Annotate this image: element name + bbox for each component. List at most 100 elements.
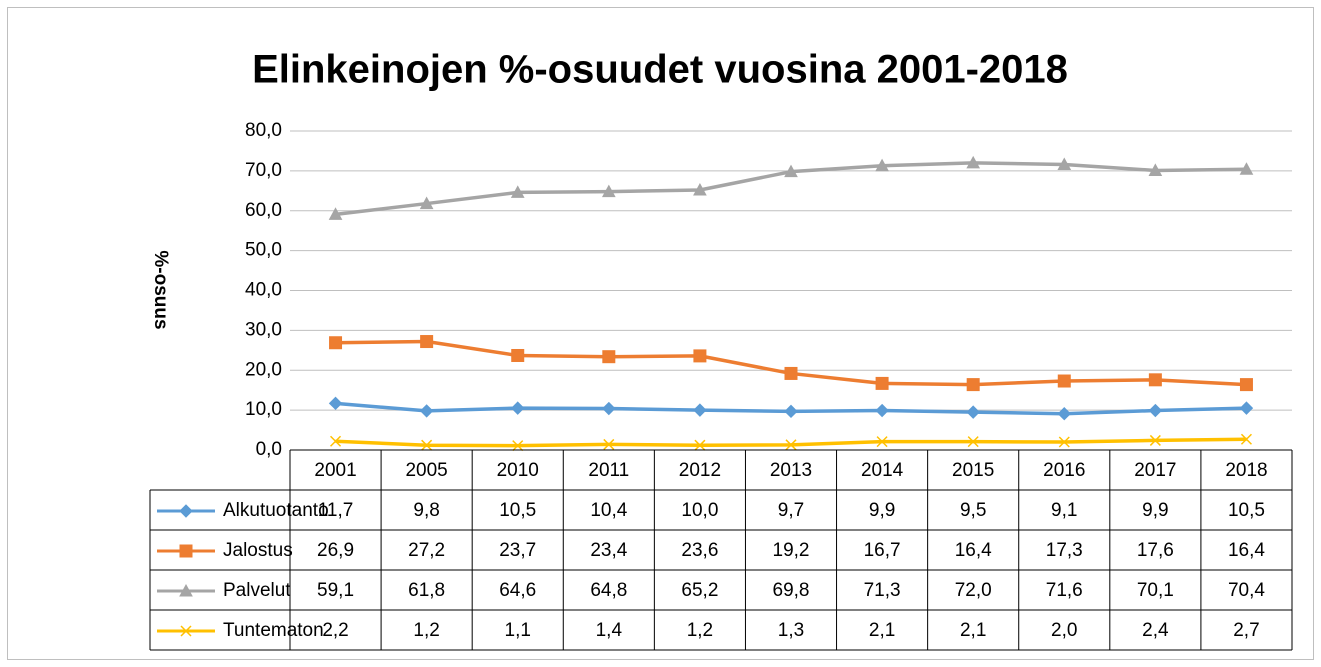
legend-marker bbox=[180, 625, 192, 637]
data-point bbox=[1058, 436, 1070, 448]
table-value: 9,7 bbox=[778, 500, 804, 521]
table-value: 10,0 bbox=[681, 500, 718, 521]
data-point bbox=[966, 405, 980, 419]
table-value: 72,0 bbox=[955, 580, 992, 601]
table-value: 16,4 bbox=[1228, 540, 1265, 561]
data-point bbox=[1148, 163, 1163, 176]
data-point bbox=[329, 336, 343, 350]
x-tick-label: 2014 bbox=[861, 460, 904, 481]
table-value: 27,2 bbox=[408, 540, 445, 561]
data-point bbox=[1148, 403, 1163, 418]
table-value: 1,2 bbox=[413, 620, 439, 641]
y-tick-label: 40,0 bbox=[245, 280, 282, 301]
data-point bbox=[1057, 157, 1072, 170]
table-value: 2,1 bbox=[869, 620, 895, 641]
x-tick-label: 2017 bbox=[1134, 460, 1176, 481]
data-point bbox=[1240, 433, 1252, 445]
data-point bbox=[693, 403, 707, 417]
data-point bbox=[784, 404, 798, 419]
table-value: 16,4 bbox=[955, 540, 992, 561]
table-value: 23,4 bbox=[590, 540, 627, 561]
data-point bbox=[875, 376, 889, 390]
table-value: 70,4 bbox=[1228, 580, 1265, 601]
table-value: 69,8 bbox=[773, 580, 810, 601]
table-value: 10,5 bbox=[1228, 500, 1265, 521]
table-value: 59,1 bbox=[317, 580, 354, 601]
data-point bbox=[421, 439, 433, 451]
table-value: 9,9 bbox=[1142, 500, 1168, 521]
data-point bbox=[602, 401, 616, 416]
legend-label: Jalostus bbox=[223, 540, 293, 561]
chart-border bbox=[7, 7, 1314, 660]
x-tick-label: 2015 bbox=[952, 460, 994, 481]
chart-title: Elinkeinojen %-osuudet vuosina 2001-2018 bbox=[252, 48, 1068, 92]
table-value: 2,2 bbox=[322, 620, 348, 641]
data-point bbox=[875, 403, 889, 418]
y-tick-label: 30,0 bbox=[245, 319, 282, 340]
table-value: 1,3 bbox=[778, 620, 804, 641]
x-tick-label: 2013 bbox=[770, 460, 812, 481]
data-point bbox=[419, 196, 434, 210]
data-point bbox=[875, 158, 889, 172]
legend-marker bbox=[179, 504, 193, 518]
x-tick-label: 2012 bbox=[679, 460, 721, 481]
data-point bbox=[693, 349, 707, 363]
data-point bbox=[966, 155, 981, 169]
y-tick-label: 0,0 bbox=[256, 439, 282, 460]
x-tick-label: 2018 bbox=[1225, 460, 1267, 481]
table-value: 9,5 bbox=[960, 500, 986, 521]
data-point bbox=[1239, 378, 1253, 392]
x-tick-label: 2016 bbox=[1043, 460, 1085, 481]
legend-label: Tuntematon bbox=[223, 620, 324, 641]
table-value: 1,4 bbox=[596, 620, 623, 641]
x-tick-label: 2001 bbox=[314, 460, 356, 481]
data-point bbox=[1239, 401, 1254, 415]
table-value: 2,1 bbox=[960, 620, 986, 641]
table-value: 10,4 bbox=[590, 500, 627, 521]
table-value: 10,5 bbox=[499, 500, 536, 521]
table-value: 16,7 bbox=[864, 540, 901, 561]
y-tick-label: 60,0 bbox=[245, 200, 282, 221]
y-tick-label: 10,0 bbox=[245, 399, 282, 420]
table-value: 2,0 bbox=[1051, 620, 1077, 641]
table-value: 11,7 bbox=[318, 500, 354, 521]
x-tick-label: 2005 bbox=[405, 460, 447, 481]
table-value: 17,6 bbox=[1137, 540, 1174, 561]
y-tick-label: 80,0 bbox=[245, 120, 282, 141]
data-point bbox=[1057, 374, 1071, 388]
data-point bbox=[510, 185, 525, 198]
data-point bbox=[330, 435, 342, 447]
x-tick-label: 2010 bbox=[497, 460, 539, 481]
data-point bbox=[512, 440, 524, 452]
data-point bbox=[784, 366, 798, 380]
data-point bbox=[693, 182, 707, 196]
table-value: 71,6 bbox=[1046, 580, 1083, 601]
legend-label: Palvelut bbox=[223, 580, 291, 601]
data-point bbox=[511, 348, 525, 362]
table-value: 23,6 bbox=[681, 540, 718, 561]
data-point bbox=[603, 438, 615, 450]
data-point bbox=[694, 439, 706, 451]
table-value: 2,7 bbox=[1233, 620, 1259, 641]
table-value: 64,6 bbox=[499, 580, 536, 601]
y-tick-label: 20,0 bbox=[245, 359, 282, 380]
data-point bbox=[876, 436, 888, 448]
data-point bbox=[967, 436, 979, 448]
table-value: 65,2 bbox=[681, 580, 718, 601]
data-point bbox=[420, 335, 434, 349]
legend-label: Alkutuotanto bbox=[223, 500, 329, 521]
x-tick-label: 2011 bbox=[588, 460, 629, 481]
data-point bbox=[419, 404, 434, 418]
y-tick-label: 50,0 bbox=[245, 240, 282, 261]
data-point bbox=[1149, 434, 1161, 446]
y-tick-label: 70,0 bbox=[245, 160, 282, 181]
table-value: 64,8 bbox=[590, 580, 627, 601]
table-value: 9,8 bbox=[413, 500, 439, 521]
data-point bbox=[511, 401, 525, 415]
legend-marker bbox=[179, 544, 193, 558]
data-point bbox=[784, 164, 798, 178]
data-point bbox=[1239, 162, 1254, 175]
table-value: 9,9 bbox=[869, 500, 895, 521]
table-value: 17,3 bbox=[1046, 540, 1083, 561]
